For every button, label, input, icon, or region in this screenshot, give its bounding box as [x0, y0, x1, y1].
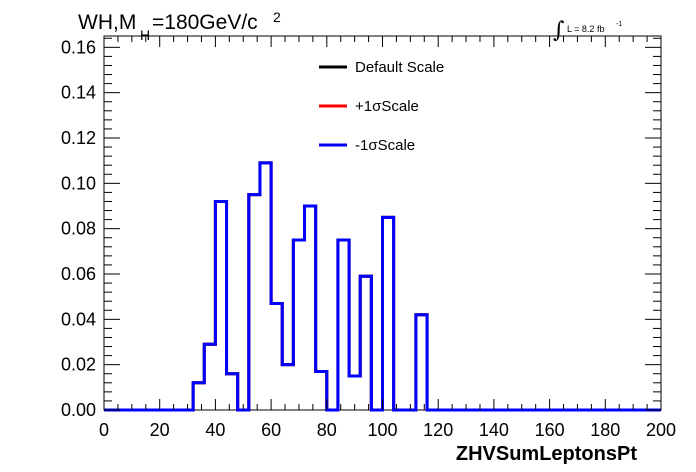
legend: Default Scale +1σScale -1σScale	[319, 59, 444, 154]
integral-symbol: ∫	[553, 18, 565, 43]
title-superscript: 2	[273, 9, 281, 25]
x-tick-labels: 0 20 40 60 80 100 120 140 160 180 200	[99, 420, 676, 440]
histogram-series	[104, 161, 661, 412]
y-tick-label: 0.14	[61, 83, 96, 103]
x-tick-label: 120	[423, 420, 453, 440]
x-tick-label: 60	[261, 420, 281, 440]
y-tick-label: 0.12	[61, 128, 96, 148]
y-tick-labels: 0.00 0.02 0.04 0.06 0.08 0.10 0.12 0.14 0.16	[61, 37, 96, 420]
y-tick-label: 0.02	[61, 355, 96, 375]
x-tick-label: 80	[317, 420, 337, 440]
x-tick-label: 40	[205, 420, 225, 440]
x-tick-label: 140	[479, 420, 509, 440]
y-tick-label: 0.08	[61, 219, 96, 239]
luminosity-label: ∫ L = 8.2 fb -1	[553, 18, 622, 43]
legend-entry-label: +1σScale	[355, 98, 419, 115]
chart-title: WH,M H =180GeV/c 2	[78, 9, 281, 43]
y-tick-label: 0.00	[61, 400, 96, 420]
y-tick-label: 0.06	[61, 264, 96, 284]
x-tick-label: 0	[99, 420, 109, 440]
y-tick-label: 0.16	[61, 37, 96, 57]
series-layer	[104, 161, 661, 412]
x-tick-label: 160	[535, 420, 565, 440]
x-tick-label: 100	[367, 420, 397, 440]
luminosity-superscript: -1	[616, 21, 622, 28]
title-prefix: WH,M	[78, 11, 136, 34]
x-tick-label: 20	[150, 420, 170, 440]
x-tick-label: 180	[590, 420, 620, 440]
x-tick-label: 200	[646, 420, 676, 440]
luminosity-text: L = 8.2 fb	[567, 24, 604, 34]
title-subscript: H	[140, 27, 150, 43]
title-suffix: =180GeV/c	[152, 11, 258, 34]
x-axis-label: ZHVSumLeptonsPt	[456, 443, 637, 465]
ticks-layer	[103, 36, 662, 411]
legend-entry-label: -1σScale	[355, 137, 415, 154]
legend-entry-label: Default Scale	[355, 59, 444, 76]
y-tick-label: 0.10	[61, 173, 96, 193]
y-tick-label: 0.04	[61, 309, 96, 329]
